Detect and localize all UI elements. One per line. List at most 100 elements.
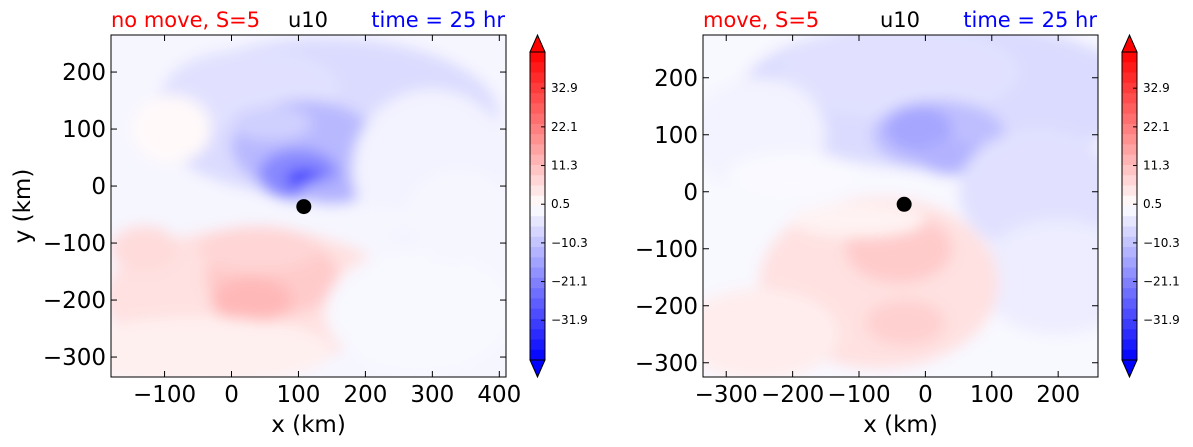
- colorbar-level: [530, 257, 545, 269]
- contour-region: [885, 106, 952, 152]
- y-tick-label: 0: [91, 174, 106, 200]
- colorbar-level: [1122, 277, 1137, 289]
- x-tick-label: 0: [918, 382, 933, 408]
- contour-region: [231, 106, 312, 141]
- contour-region: [298, 179, 366, 205]
- plot-frame: [110, 34, 507, 378]
- colorbar-level: [530, 226, 545, 238]
- y-tick-label: −300: [43, 345, 106, 371]
- y-tick-label: −300: [635, 351, 698, 377]
- colorbar-tick-label: 22.1: [1143, 120, 1170, 134]
- colorbar-level: [530, 52, 545, 63]
- x-tick-label: 200: [343, 382, 387, 408]
- contour-region: [405, 168, 506, 261]
- colorbar-frame: [1121, 51, 1138, 361]
- colorbar-level: [1122, 349, 1137, 361]
- colorbar-level: [1122, 298, 1137, 310]
- colorbar-level: [530, 308, 545, 320]
- contour-region: [792, 203, 926, 238]
- colorbar-level: [1122, 93, 1137, 104]
- colorbar-level: [1122, 318, 1137, 330]
- colorbar-level: [530, 216, 545, 228]
- colorbar-level: [530, 164, 545, 176]
- colorbar-level: [530, 175, 545, 187]
- contour-field: [111, 35, 506, 377]
- panel-no-move: no move, S=5 u10 time = 25 hr −100 0 100 20…: [10, 8, 521, 438]
- y-tick-label: 200: [62, 60, 106, 86]
- colorbar-extend-min: [529, 359, 546, 379]
- colorbar-level: [1122, 82, 1137, 94]
- colorbar-extend-max: [529, 33, 546, 53]
- panel-move: move, S=5 u10 time = 25 hr −300 −200 −100 0…: [635, 8, 1099, 438]
- contour-region: [726, 151, 860, 198]
- colorbar-level: [1122, 195, 1137, 207]
- colorbar-level: [1122, 267, 1137, 279]
- x-tick-label: 0: [224, 382, 239, 408]
- panel-title-center: u10: [288, 8, 328, 32]
- colorbar-level: [1122, 113, 1137, 125]
- colorbar-extend-max: [1121, 33, 1138, 53]
- colorbar-level: [1122, 236, 1137, 248]
- contour-region: [325, 248, 506, 375]
- x-tick-label: 100: [970, 382, 1014, 408]
- colorbar-level: [530, 62, 545, 74]
- colorbar-level: [530, 206, 545, 217]
- panel-title-center: u10: [880, 8, 920, 32]
- colorbar-level: [530, 93, 545, 104]
- colorbar-level: [1122, 52, 1137, 63]
- x-tick-label: 400: [477, 382, 521, 408]
- colorbar-level: [1122, 175, 1137, 187]
- colorbar-level: [1122, 329, 1137, 341]
- colorbar-level: [1122, 288, 1137, 299]
- colorbar-level: [1122, 308, 1137, 320]
- storm-center-marker: [896, 196, 912, 212]
- colorbar-level: [530, 288, 545, 299]
- colorbar-level: [530, 144, 545, 156]
- colorbar-level: [1122, 72, 1137, 84]
- colorbar-level: [530, 72, 545, 84]
- panel-title-left: no move, S=5: [111, 8, 260, 32]
- x-tick-label: 200: [1036, 382, 1080, 408]
- contour-region: [111, 317, 332, 377]
- colorbar-level: [1122, 247, 1137, 258]
- x-tick-label: 100: [277, 382, 321, 408]
- y-tick-label: 100: [62, 117, 106, 143]
- colorbar-level: [530, 113, 545, 125]
- colorbar-right: 32.9 22.1 11.3 0.5 −10.3 −21.1 −31.9: [1121, 33, 1180, 379]
- plot-frame: [702, 34, 1099, 378]
- y-tick-label: 0: [683, 180, 698, 206]
- colorbar-level: [1122, 62, 1137, 74]
- x-tick-label: −200: [761, 382, 824, 408]
- colorbar-tick-label: 0.5: [1143, 197, 1162, 211]
- colorbar-level: [1122, 206, 1137, 217]
- colorbar-tick-label: −21.1: [1143, 275, 1180, 289]
- panel-title-right: time = 25 hr: [371, 8, 505, 32]
- colorbar-tick-label: −10.3: [551, 236, 588, 250]
- colorbar-level: [1122, 226, 1137, 238]
- y-tick-label: −200: [43, 288, 106, 314]
- colorbar-level: [530, 236, 545, 248]
- x-tick-label: 300: [410, 382, 454, 408]
- contour-region: [865, 300, 946, 346]
- storm-center-marker: [296, 199, 312, 215]
- contour-region: [111, 225, 178, 272]
- colorbar-level: [530, 329, 545, 341]
- contour-region: [198, 225, 319, 272]
- y-tick-label: 200: [654, 66, 698, 92]
- colorbar-level: [530, 154, 545, 166]
- colorbar-level: [530, 277, 545, 289]
- colorbar-level: [530, 103, 545, 115]
- x-axis-label: x (km): [863, 412, 938, 438]
- colorbar-level: [1122, 134, 1137, 145]
- colorbar-level: [530, 82, 545, 94]
- colorbar-level: [530, 298, 545, 310]
- colorbar-tick-label: 32.9: [1143, 81, 1170, 95]
- contour-region: [779, 35, 1019, 118]
- contour-region: [703, 288, 840, 377]
- y-tick-label: 100: [654, 123, 698, 149]
- y-tick-label: −200: [635, 294, 698, 320]
- panel-title-left: move, S=5: [703, 8, 819, 32]
- x-axis-label: x (km): [271, 412, 346, 438]
- colorbar-tick-label: 22.1: [551, 120, 578, 134]
